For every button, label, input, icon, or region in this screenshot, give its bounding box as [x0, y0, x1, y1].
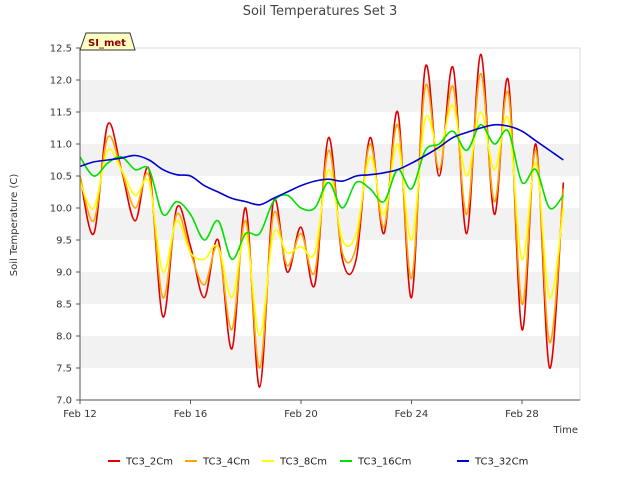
y-tick-label: 10.5	[50, 172, 72, 183]
y-tick-label: 7.5	[56, 364, 72, 375]
grid-band	[80, 272, 580, 304]
legend-label: TC3_32Cm	[474, 457, 528, 468]
legend-label: TC3_2Cm	[125, 457, 173, 468]
y-tick-label: 10.0	[50, 204, 72, 215]
y-axis-ticks: 7.0 7.5 8.0 8.5 9.0 9.5 10.0 10.5 11.0 11.5 12.0 12…	[50, 44, 80, 407]
grid-band	[80, 208, 580, 240]
y-tick-label: 8.5	[56, 300, 72, 311]
series-line-tc3-32cm	[79, 123, 564, 206]
series-lines	[79, 53, 565, 389]
y-tick-label: 9.0	[56, 268, 72, 279]
x-tick-label: Feb 12	[63, 409, 97, 420]
y-axis-label: Soil Temperature (C)	[9, 174, 20, 277]
y-tick-label: 12.0	[50, 76, 72, 87]
legend-label: TC3_4Cm	[202, 457, 250, 468]
x-tick-label: Feb 24	[395, 409, 429, 420]
y-tick-label: 8.0	[56, 332, 72, 343]
x-tick-label: Feb 20	[284, 409, 318, 420]
legend-label: TC3_16Cm	[357, 457, 411, 468]
legend: TC3_2Cm TC3_4Cm TC3_8Cm TC3_16Cm TC3_32Cm	[108, 457, 528, 468]
legend-label: TC3_8Cm	[279, 457, 327, 468]
chart-title: Soil Temperatures Set 3	[243, 4, 398, 19]
y-tick-label: 11.5	[50, 108, 72, 119]
x-axis-ticks: Feb 12 Feb 16 Feb 20 Feb 24 Feb 28	[63, 400, 539, 420]
axes	[79, 48, 580, 401]
y-tick-label: 9.5	[56, 236, 72, 247]
grid-bands	[80, 80, 580, 368]
site-label: SI_met	[88, 38, 126, 49]
y-tick-label: 11.0	[50, 140, 72, 151]
x-tick-label: Feb 16	[174, 409, 208, 420]
series-line-tc3-16cm	[79, 124, 565, 260]
x-axis-label: Time	[553, 425, 578, 436]
grid-band	[80, 336, 580, 368]
grid-band	[80, 80, 580, 112]
y-tick-label: 12.5	[50, 44, 72, 55]
y-tick-label: 7.0	[56, 396, 72, 407]
x-tick-label: Feb 28	[505, 409, 539, 420]
site-label-box: SI_met	[79, 32, 136, 51]
